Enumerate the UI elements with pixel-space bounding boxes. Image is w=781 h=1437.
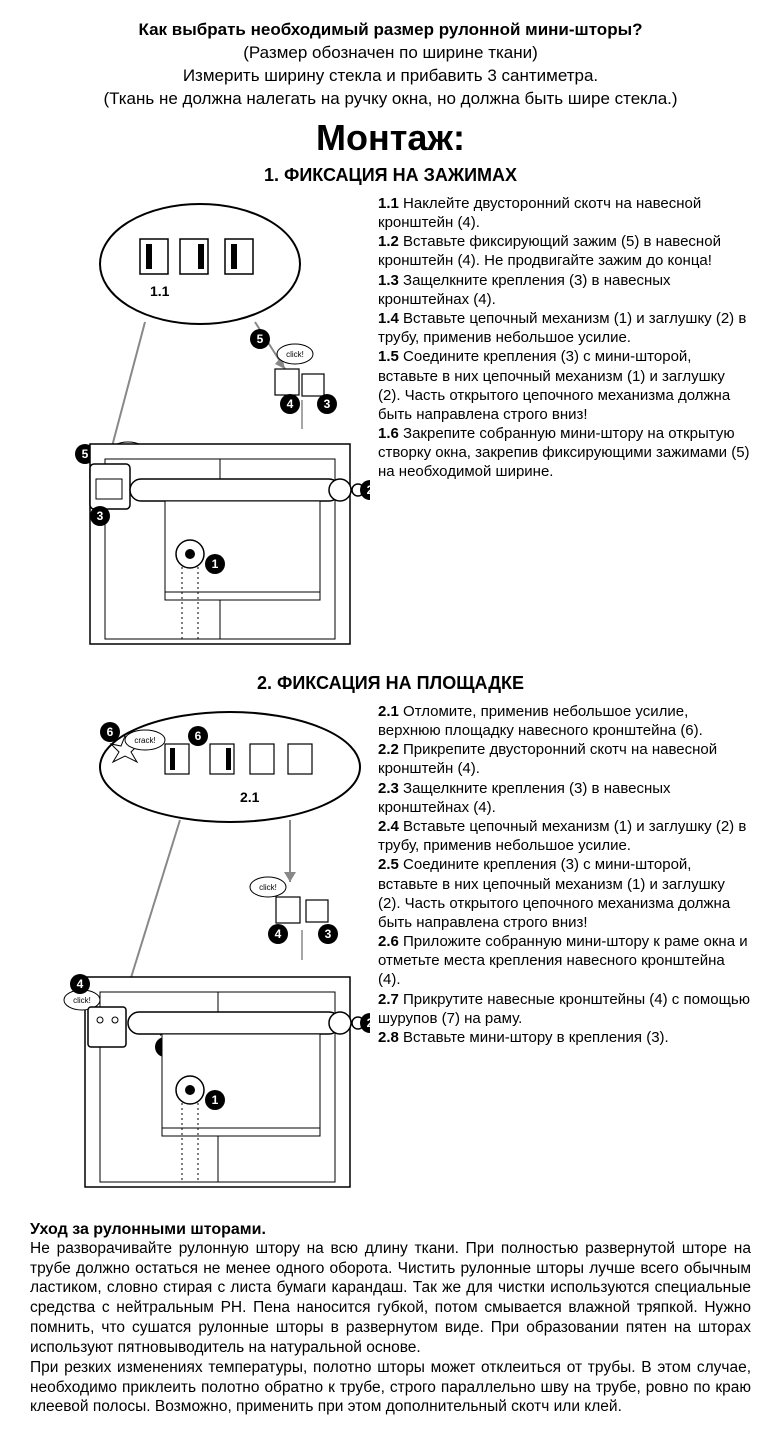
step-1-2: 1.2 Вставьте фиксирующий зажим (5) в нав… (378, 232, 751, 270)
step-2-7: 2.7 Прикрутите навесные кронштейны (4) с… (378, 990, 751, 1028)
click-label-1a: click! (286, 350, 304, 359)
section1-body: 1.1 5 5 click! click! 4 3 (30, 194, 751, 659)
section2-body: crack! 6 6 2.1 click! 4 3 (30, 702, 751, 1207)
svg-text:2: 2 (367, 1016, 370, 1030)
header-title: Как выбрать необходимый размер рулонной … (30, 20, 751, 40)
diagram2-svg: crack! 6 6 2.1 click! 4 3 (30, 702, 370, 1202)
svg-text:5: 5 (82, 447, 89, 461)
step-1-1: 1.1 Наклейте двусторонний скотч на навес… (378, 194, 751, 232)
svg-text:6: 6 (195, 729, 202, 743)
step-2-2: 2.2 Прикрепите двусторонний скотч на нав… (378, 740, 751, 778)
step-2-8: 2.8 Вставьте мини-штору в крепления (3). (378, 1028, 751, 1047)
care-p2: При резких изменениях температуры, полот… (30, 1358, 751, 1417)
step-2-5: 2.5 Соедините крепления (3) с мини-шторо… (378, 855, 751, 932)
care-title: Уход за рулонными шторами. (30, 1221, 751, 1239)
step-2-4: 2.4 Вставьте цепочный механизм (1) и заг… (378, 817, 751, 855)
section2-diagram: crack! 6 6 2.1 click! 4 3 (30, 702, 370, 1207)
detail-label-2: 2.1 (240, 789, 260, 805)
section2-text: 2.1 Отломите, применив небольшое усилие,… (378, 702, 751, 1207)
step-2-3: 2.3 Защелкните крепления (3) в навесных … (378, 779, 751, 817)
svg-text:3: 3 (97, 509, 104, 523)
svg-text:4: 4 (275, 927, 282, 941)
svg-text:1: 1 (212, 557, 219, 571)
svg-text:6: 6 (107, 725, 114, 739)
svg-text:4: 4 (77, 977, 84, 991)
svg-text:2: 2 (367, 483, 370, 497)
step-1-6: 1.6 Закрепите собранную мини-штору на от… (378, 424, 751, 482)
svg-text:4: 4 (287, 397, 294, 411)
step-1-4: 1.4 Вставьте цепочный механизм (1) и заг… (378, 309, 751, 347)
step-2-1: 2.1 Отломите, применив небольшое усилие,… (378, 702, 751, 740)
svg-text:1: 1 (212, 1093, 219, 1107)
detail-label-1: 1.1 (150, 283, 170, 299)
crack-label: crack! (134, 736, 155, 745)
section1-diagram: 1.1 5 5 click! click! 4 3 (30, 194, 370, 659)
header-sub2: Измерить ширину стекла и прибавить 3 сан… (30, 65, 751, 88)
click-label-2a: click! (259, 883, 277, 892)
step-1-5: 1.5 Соедините крепления (3) с мини-шторо… (378, 347, 751, 424)
svg-text:5: 5 (257, 332, 264, 346)
header-sub3: (Ткань не должна налегать на ручку окна,… (30, 88, 751, 111)
care-p1: Не разворачивайте рулонную штору на всю … (30, 1239, 751, 1358)
section2-title: 2. ФИКСАЦИЯ НА ПЛОЩАДКЕ (30, 673, 751, 694)
svg-text:3: 3 (324, 397, 331, 411)
diagram1-svg: 1.1 5 5 click! click! 4 3 (30, 194, 370, 654)
main-title: Монтаж: (30, 117, 751, 159)
step-2-6: 2.6 Приложите собранную мини-штору к рам… (378, 932, 751, 990)
section1-title: 1. ФИКСАЦИЯ НА ЗАЖИМАХ (30, 165, 751, 186)
click-label-2b: click! (73, 996, 91, 1005)
section1-text: 1.1 Наклейте двусторонний скотч на навес… (378, 194, 751, 659)
header-sub1: (Размер обозначен по ширине ткани) (30, 42, 751, 65)
svg-text:3: 3 (325, 927, 332, 941)
step-1-3: 1.3 Защелкните крепления (3) в навесных … (378, 271, 751, 309)
